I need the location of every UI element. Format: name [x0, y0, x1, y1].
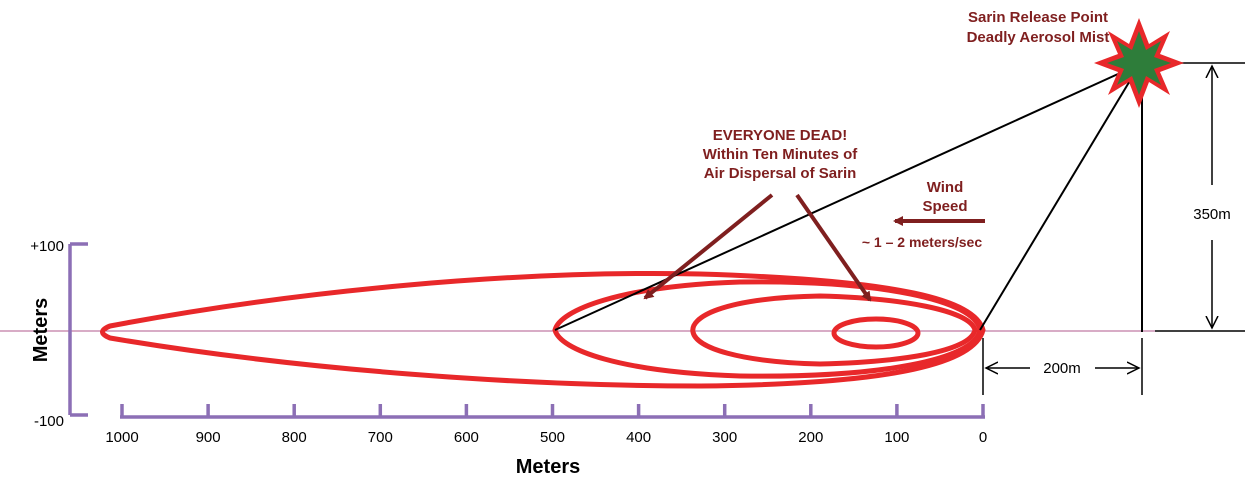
plume-third: [690, 293, 978, 367]
y-axis: [68, 242, 88, 417]
x-axis-title: Meters: [516, 456, 580, 478]
x-axis-tick-label: 1000: [105, 429, 138, 446]
plume-contours: [100, 270, 986, 389]
x-axis-tick-label: 400: [626, 429, 651, 446]
release-label-line1: Sarin Release Point: [968, 9, 1108, 26]
x-axis-tick-label: 100: [884, 429, 909, 446]
x-axis-tick-label: 500: [540, 429, 565, 446]
x-axis-tick-label: 200: [798, 429, 823, 446]
y-axis-title: Meters: [30, 298, 52, 362]
burst-icon: [1094, 18, 1184, 108]
x-axis-tick-label: 800: [282, 429, 307, 446]
dispersion-line-right: [979, 63, 1141, 331]
casualty-arrow-left: [643, 193, 774, 300]
y-axis-top-label: +100: [30, 238, 64, 255]
offset-label: 200m: [1043, 360, 1081, 377]
x-axis-tick-label: 600: [454, 429, 479, 446]
wind-label-line3: ~ 1 – 2 meters/sec: [862, 234, 982, 250]
casualty-label-line2: Within Ten Minutes of: [703, 146, 859, 163]
x-axis-tick-label: 900: [196, 429, 221, 446]
casualty-label-line1: EVERYONE DEAD!: [713, 127, 847, 144]
y-axis-bottom-label: -100: [34, 413, 64, 430]
x-axis-tick-label: 0: [979, 429, 987, 446]
release-label-line2: Deadly Aerosol Mist: [967, 29, 1110, 46]
wind-label-line2: Speed: [922, 198, 967, 215]
plume-core: [831, 316, 921, 350]
casualty-label-line3: Air Dispersal of Sarin: [704, 165, 857, 182]
plume-outer: [100, 270, 986, 389]
dispersion-line-left: [554, 63, 1141, 331]
x-axis-tick-label: 700: [368, 429, 393, 446]
casualty-arrow-right: [795, 193, 872, 302]
wind-label-line1: Wind: [927, 179, 964, 196]
x-axis-tick-label: 300: [712, 429, 737, 446]
x-axis: 1000 900 800 700 600 500 400 300 200 100 0: [105, 404, 987, 446]
height-label: 350m: [1193, 206, 1231, 223]
